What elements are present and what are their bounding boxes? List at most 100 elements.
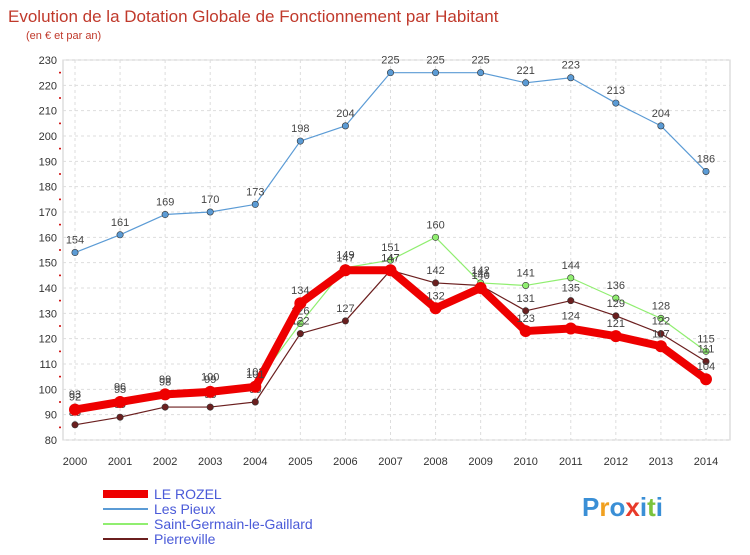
data-label: 99 <box>159 374 171 386</box>
data-label: 225 <box>381 55 399 67</box>
legend-item: LE ROZEL <box>103 486 222 502</box>
y-tick-label: 200 <box>39 131 57 143</box>
data-label: 98 <box>159 376 171 388</box>
x-tick-label: 2010 <box>513 456 537 468</box>
data-label: 225 <box>471 55 489 67</box>
y-axis: 80 90 100 110 120 130 140 150 160 170 180 190 200 210… <box>39 55 61 447</box>
data-point <box>567 74 575 82</box>
x-tick-label: 2002 <box>153 456 177 468</box>
proxiti-logo: Proxiti <box>582 492 663 522</box>
data-point <box>477 69 485 77</box>
legend-label: LE ROZEL <box>154 486 222 502</box>
data-point <box>522 307 530 315</box>
y-minor-tick <box>59 325 61 327</box>
x-tick-label: 2014 <box>694 456 718 468</box>
y-minor-tick <box>59 122 61 125</box>
y-minor-tick <box>59 350 61 353</box>
data-label: 186 <box>697 153 715 165</box>
data-point <box>612 294 620 302</box>
data-label: 99 <box>204 374 216 386</box>
data-label: 129 <box>607 298 625 310</box>
data-point <box>161 211 169 219</box>
data-point <box>161 403 169 411</box>
y-tick-label: 120 <box>39 334 57 346</box>
y-tick-label: 90 <box>45 410 57 422</box>
data-label: 101 <box>246 369 264 381</box>
data-point <box>564 322 577 335</box>
y-tick-label: 230 <box>39 55 57 67</box>
y-tick-label: 110 <box>39 359 57 371</box>
y-tick-label: 150 <box>39 258 57 270</box>
data-point <box>432 279 440 287</box>
data-label: 100 <box>201 371 219 383</box>
data-point <box>699 373 712 386</box>
data-label: 142 <box>471 265 489 277</box>
data-label: 198 <box>291 123 309 135</box>
data-label: 131 <box>517 293 535 305</box>
data-label: 151 <box>381 242 399 254</box>
data-point <box>432 69 440 77</box>
data-label: 147 <box>381 252 399 264</box>
data-point <box>114 396 127 408</box>
data-point <box>609 330 622 343</box>
data-label: 140 <box>471 270 489 282</box>
data-point <box>206 403 214 411</box>
data-label: 147 <box>381 252 399 264</box>
data-point <box>339 264 352 277</box>
data-point <box>296 330 304 338</box>
data-point <box>567 274 575 282</box>
legend-label: Saint-Germain-le-Gaillard <box>154 516 313 532</box>
data-label: 95 <box>114 384 126 396</box>
data-label: 221 <box>517 65 535 77</box>
data-point <box>341 122 349 130</box>
data-point <box>116 231 124 239</box>
data-label: 134 <box>291 285 309 297</box>
data-point <box>702 347 710 355</box>
data-point <box>654 340 667 353</box>
x-tick-label: 2011 <box>559 456 583 468</box>
x-tick-label: 2012 <box>604 456 628 468</box>
data-point <box>612 312 620 320</box>
data-point <box>657 122 665 130</box>
data-label: 135 <box>562 283 580 295</box>
x-tick-label: 2009 <box>468 456 492 468</box>
data-point <box>71 421 79 429</box>
data-point <box>612 99 620 107</box>
series-les-pieux: 154 161 169 170 173 198 204 225 225 225 221 223 213 2… <box>66 55 715 257</box>
data-label: 149 <box>336 250 354 262</box>
y-tick-label: 80 <box>45 435 57 447</box>
y-minor-tick <box>59 426 61 429</box>
y-minor-tick <box>59 299 61 302</box>
y-minor-tick <box>59 274 61 277</box>
y-tick-label: 220 <box>39 80 57 92</box>
data-label: 144 <box>562 260 580 272</box>
data-point <box>296 137 304 145</box>
data-label: 161 <box>111 217 129 229</box>
data-label: 115 <box>697 333 715 345</box>
data-point <box>474 282 487 294</box>
legend-label: Pierreville <box>154 531 216 547</box>
y-minor-tick <box>59 198 61 201</box>
y-tick-label: 210 <box>39 106 57 118</box>
data-point <box>251 398 259 406</box>
y-tick-label: 140 <box>39 283 57 295</box>
y-tick-label: 190 <box>39 156 57 168</box>
legend-item: Saint-Germain-le-Gaillard <box>103 516 313 532</box>
data-label: 173 <box>246 186 264 198</box>
data-label: 170 <box>201 194 219 206</box>
data-label: 132 <box>426 290 444 302</box>
y-minor-tick <box>59 375 61 378</box>
y-minor-tick <box>59 147 61 150</box>
y-minor-tick <box>59 223 61 226</box>
data-point <box>522 79 530 87</box>
data-label: 111 <box>698 343 715 355</box>
data-label: 204 <box>652 108 670 120</box>
data-label: 122 <box>652 316 670 328</box>
data-label: 225 <box>426 55 444 67</box>
data-label: 147 <box>336 252 354 264</box>
legend-item: Les Pieux <box>103 501 215 517</box>
x-tick-label: 2013 <box>649 456 673 468</box>
